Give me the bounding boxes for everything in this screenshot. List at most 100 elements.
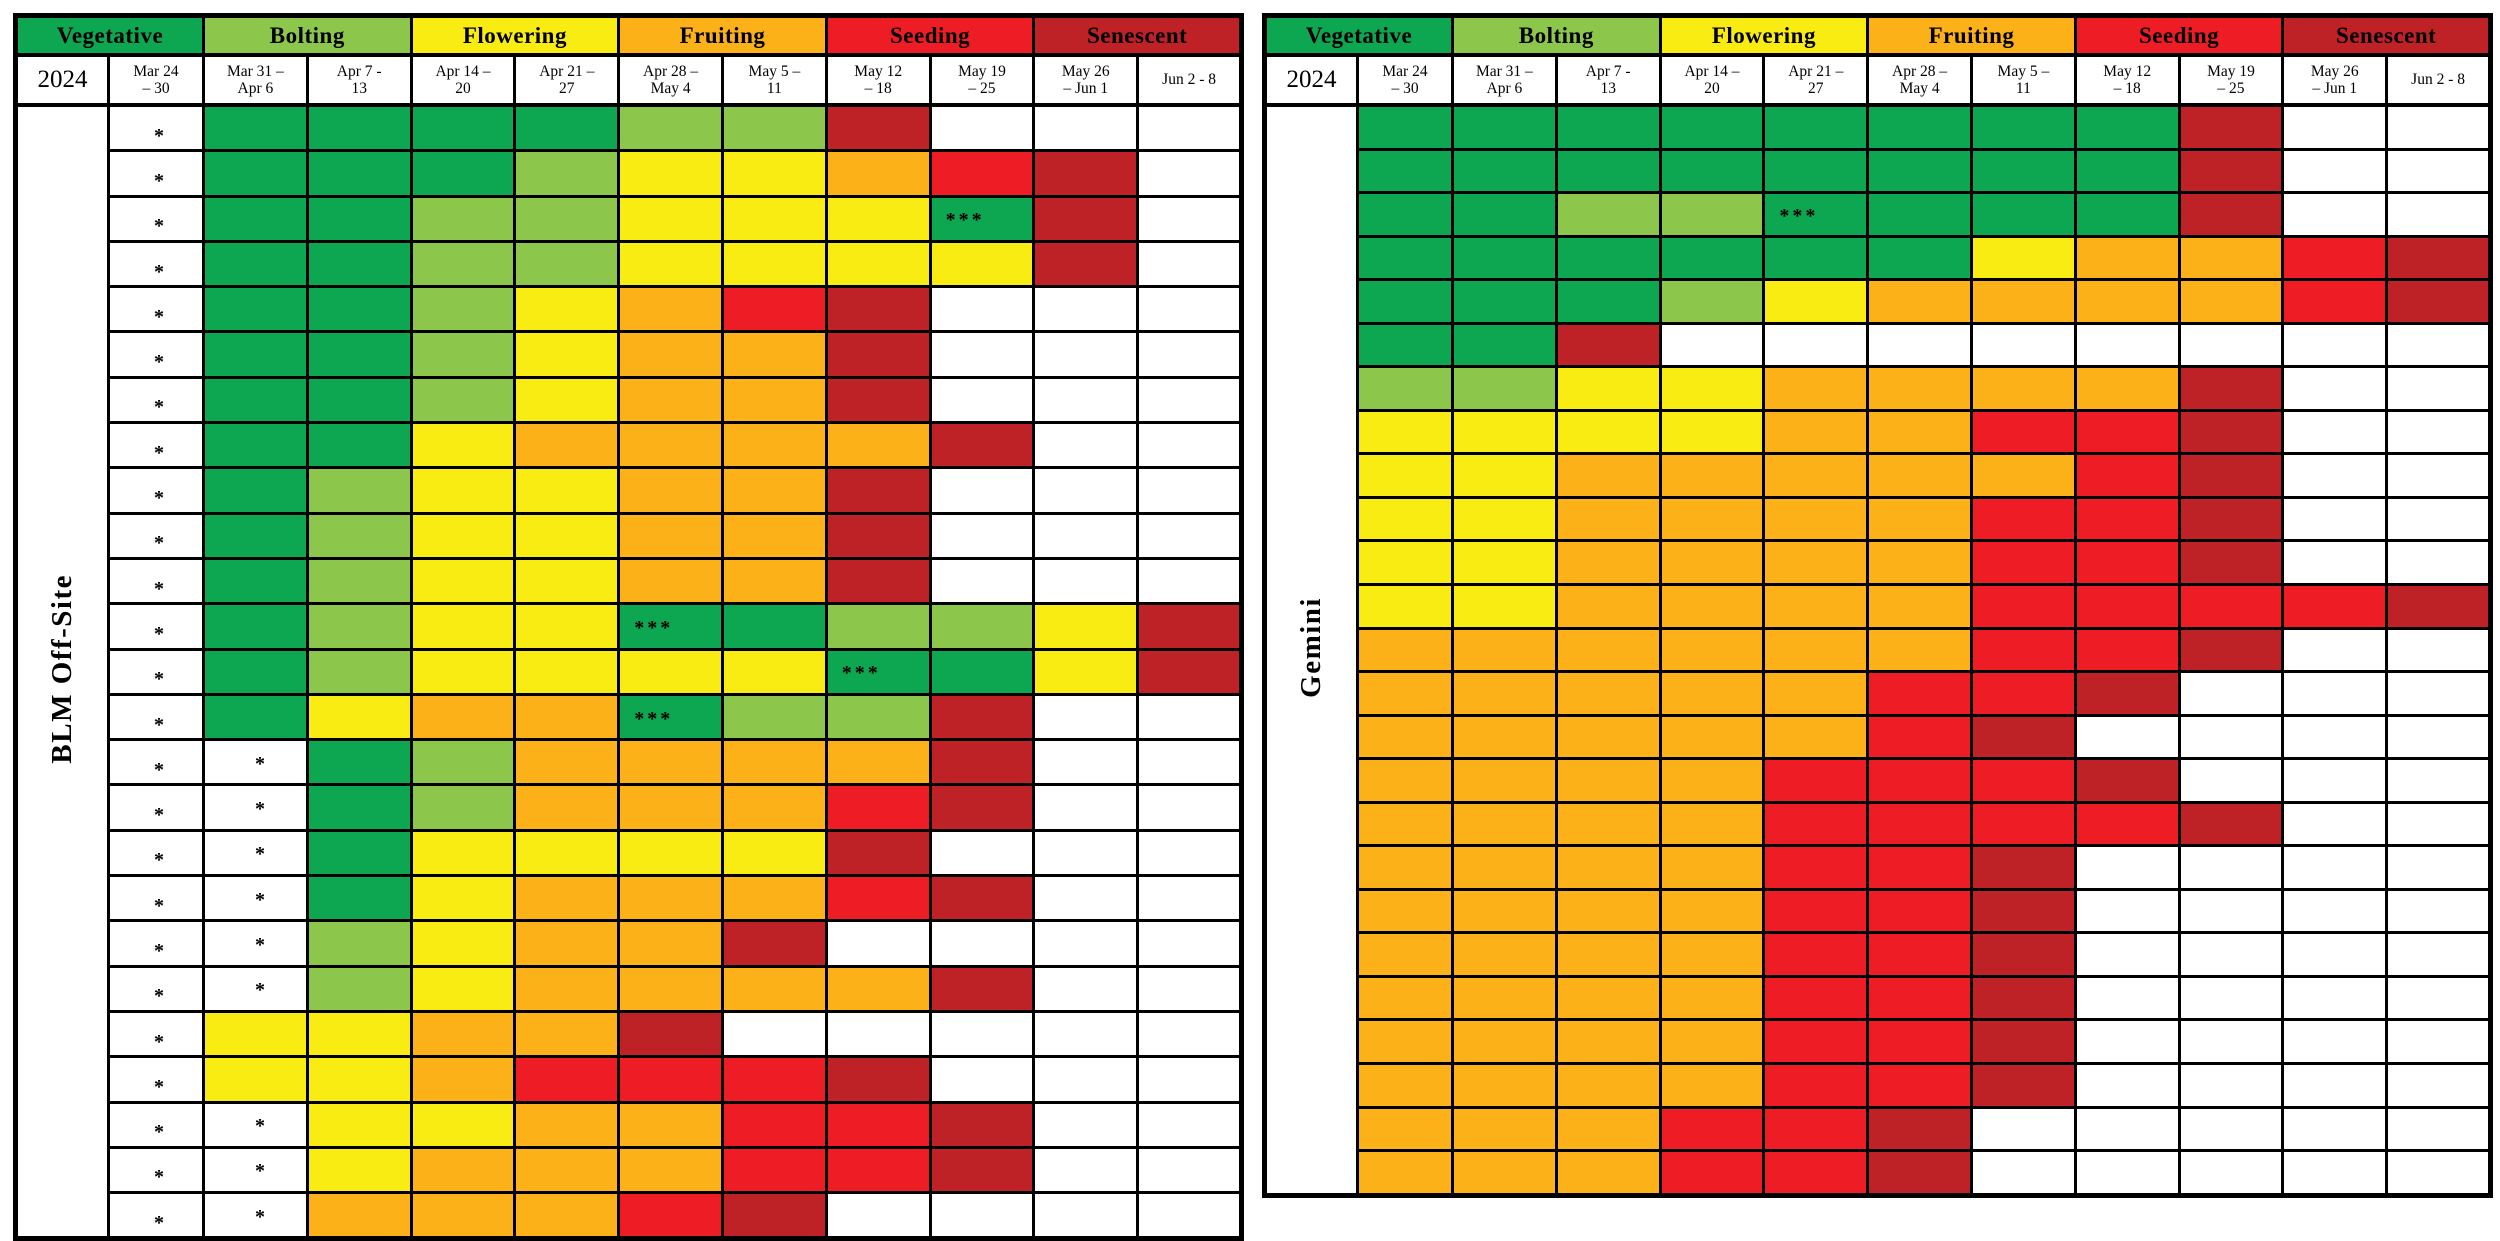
stage-cell <box>202 194 309 243</box>
week-header: Jun 2 - 8 <box>2385 53 2492 107</box>
stage-cell <box>1356 844 1454 891</box>
stage-cell <box>2073 583 2181 630</box>
stage-cell <box>1356 974 1454 1022</box>
stage-cell: * <box>107 783 205 832</box>
site-row: * * <box>16 828 1243 878</box>
stage-cell <box>928 285 1036 334</box>
stage-cell: * <box>107 239 205 289</box>
stage-cell <box>1451 147 1558 195</box>
stage-cell <box>1969 887 2077 935</box>
asterisk-marker: * <box>154 622 164 645</box>
stage-cell <box>824 1145 932 1195</box>
stage-cell <box>2385 800 2492 848</box>
stage-cell <box>1658 321 1766 369</box>
stage-cell <box>1356 495 1454 543</box>
stage-cell <box>2177 974 2285 1022</box>
stage-cell <box>1554 626 1662 674</box>
stage-cell <box>1969 278 2077 325</box>
stage-cell <box>409 1009 517 1059</box>
legend-cell-flowering: Flowering <box>1658 14 1870 57</box>
stage-cell <box>2073 191 2181 238</box>
stage-cell <box>720 647 828 696</box>
stage-cell <box>1554 844 1662 891</box>
stage-cell <box>1356 931 1454 978</box>
site-label-cell: Gemini <box>1263 103 1359 1197</box>
stage-cell: *** <box>617 602 724 651</box>
stage-cell <box>1866 931 1973 978</box>
site-row <box>1265 1105 2492 1153</box>
stage-cell <box>409 375 517 425</box>
stage-cell <box>1554 408 1662 456</box>
stage-cell <box>305 964 413 1013</box>
stage-cell <box>1969 408 2077 456</box>
stage-cell <box>1356 887 1454 935</box>
stage-cell <box>1658 191 1766 238</box>
stage-cell <box>1032 194 1140 243</box>
week-header: Apr 28 – May 4 <box>617 53 724 107</box>
stage-cell <box>1356 147 1454 195</box>
stage-cell <box>305 149 413 198</box>
site-row: * * <box>16 964 1243 1013</box>
stage-cell <box>824 783 932 832</box>
stage-cell <box>2177 278 2285 325</box>
stage-cell <box>824 738 932 787</box>
stage-cell <box>720 194 828 243</box>
triple-asterisk-marker: *** <box>841 662 881 685</box>
stage-cell <box>1866 191 1973 238</box>
stage-cell <box>2281 1018 2389 1066</box>
stage-cell <box>513 511 621 560</box>
site-row <box>1265 974 2492 1022</box>
stage-cell <box>1451 757 1558 804</box>
stage-cell <box>2385 844 2492 891</box>
stage-cell <box>1762 278 1870 325</box>
stage-cell: * <box>202 1145 309 1195</box>
week-header: Apr 21 – 27 <box>1762 53 1870 107</box>
stage-cell <box>1356 321 1454 369</box>
stage-cell <box>2177 1105 2285 1153</box>
stage-cell <box>1866 1062 1973 1109</box>
site-row: * * <box>16 874 1243 923</box>
stage-cell <box>1658 539 1766 587</box>
stage-cell <box>1762 365 1870 412</box>
stage-cell <box>1658 800 1766 848</box>
week-header: Mar 31 – Apr 6 <box>1451 53 1558 107</box>
stage-cell: * <box>202 828 309 878</box>
stage-cell <box>1136 1009 1243 1059</box>
stage-cell <box>824 964 932 1013</box>
stage-cell <box>1866 103 1973 151</box>
stage-cell <box>1658 103 1766 151</box>
stage-cell <box>1658 452 1766 499</box>
stage-cell <box>1032 602 1140 651</box>
stage-cell: * <box>202 1191 309 1241</box>
stage-cell <box>720 1191 828 1241</box>
site-row: BLM Off-Site * <box>14 103 1243 1241</box>
stage-cell <box>305 421 413 470</box>
site-row: * <box>16 285 1243 334</box>
stage-cell <box>2177 365 2285 412</box>
stage-cell <box>928 964 1036 1013</box>
stage-cell <box>2073 800 2181 848</box>
stage-cell <box>2281 408 2389 456</box>
stage-cell <box>824 466 932 515</box>
stage-cell <box>928 239 1036 289</box>
site-row: * <box>16 330 1243 379</box>
stage-cell <box>1658 1018 1766 1066</box>
stage-cell <box>928 375 1036 425</box>
asterisk-marker: * <box>255 752 265 775</box>
stage-cell <box>2177 1018 2285 1066</box>
stage-cell <box>1658 1149 1766 1197</box>
stage-cell <box>2177 321 2285 369</box>
week-header: Apr 14 – 20 <box>409 53 517 107</box>
stage-cell <box>1032 556 1140 606</box>
stage-cell <box>409 194 517 243</box>
site-row: * <box>16 239 1243 289</box>
stage-cell <box>1356 408 1454 456</box>
stage-cell <box>2177 191 2285 238</box>
stage-cell <box>617 375 724 425</box>
stage-cell <box>1356 1018 1454 1066</box>
stage-cell <box>409 466 517 515</box>
stage-cell <box>1762 974 1870 1022</box>
stage-cell <box>202 421 309 470</box>
stage-cell: * <box>107 149 205 198</box>
stage-cell <box>1356 583 1454 630</box>
